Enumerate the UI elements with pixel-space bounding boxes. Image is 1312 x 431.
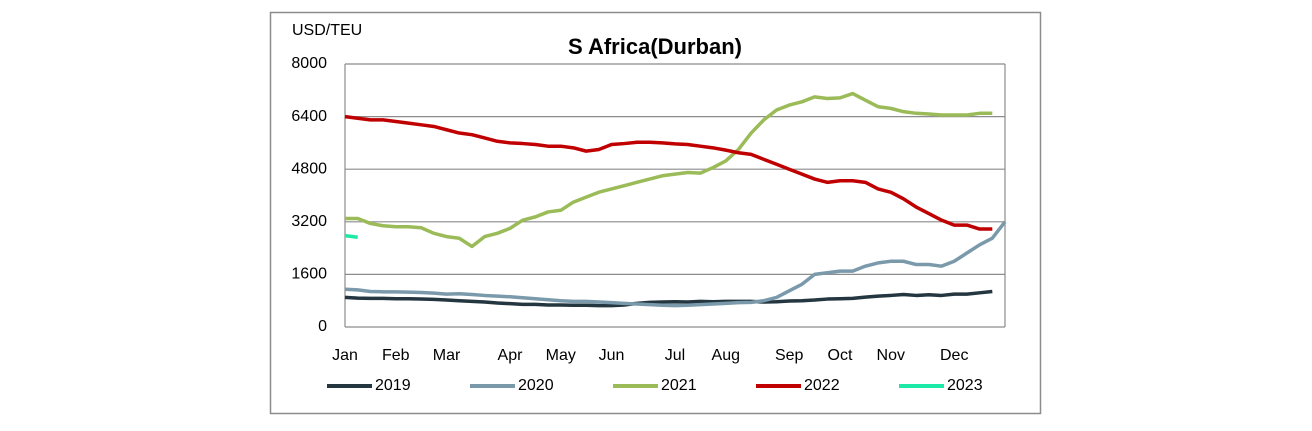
- series-line: [344, 220, 1007, 308]
- y-tick-label: 3200: [291, 213, 327, 230]
- y-tick-label: 1600: [291, 266, 327, 283]
- chart-frame: [269, 11, 1042, 415]
- legend-label: 2021: [661, 377, 697, 394]
- series-line: [344, 289, 993, 308]
- x-tick-label: Jun: [599, 347, 625, 364]
- series-line: [344, 233, 358, 239]
- legend-label: 2022: [804, 377, 840, 394]
- series-line: [345, 91, 993, 249]
- x-tick-label: Dec: [940, 347, 968, 364]
- legend-label: 2023: [947, 377, 983, 394]
- x-tick-label: Sep: [775, 347, 804, 364]
- x-tick-label: Nov: [877, 347, 905, 364]
- x-tick-label: Mar: [433, 347, 461, 364]
- x-tick-label: Jul: [665, 347, 685, 364]
- x-tick-label: Jan: [332, 347, 358, 364]
- x-tick-label: May: [546, 347, 576, 364]
- series-line: [344, 114, 993, 231]
- x-tick-label: Oct: [828, 347, 853, 364]
- y-tick-label: 0: [318, 318, 327, 335]
- y-tick-label: 4800: [291, 160, 327, 177]
- y-axis-label: USD/TEU: [292, 22, 362, 39]
- chart-title: S Africa(Durban): [568, 34, 742, 59]
- legend-label: 2019: [375, 377, 411, 394]
- x-tick-label: Feb: [382, 347, 410, 364]
- legend-label: 2020: [518, 377, 554, 394]
- x-tick-label: Apr: [498, 347, 524, 364]
- y-tick-label: 8000: [291, 55, 327, 72]
- y-tick-label: 6400: [291, 108, 327, 125]
- x-tick-label: Aug: [712, 347, 740, 364]
